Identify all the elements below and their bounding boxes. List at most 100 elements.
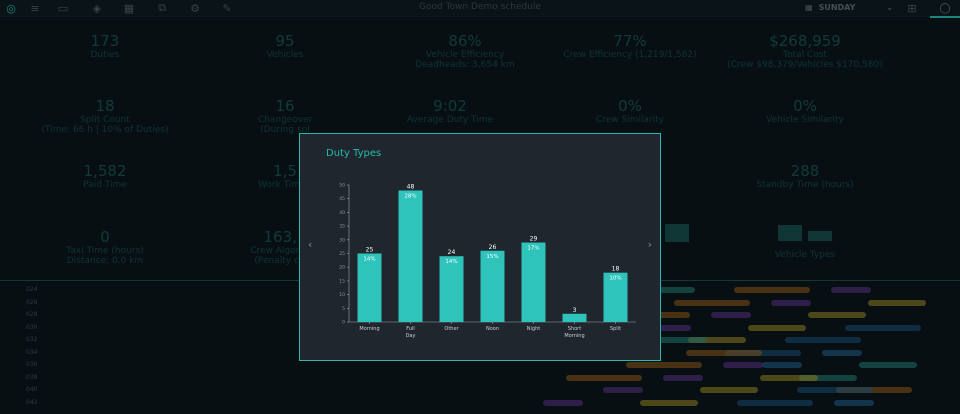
y-tick-label: 5 (342, 306, 345, 312)
gantt-bar[interactable] (868, 299, 926, 306)
gantt-bar[interactable] (637, 287, 695, 293)
gantt-bar[interactable] (822, 349, 862, 356)
gantt-bar[interactable] (566, 374, 642, 381)
kpi-vehicles: 95 Vehicles (266, 32, 304, 60)
edit-icon[interactable]: ✎ (222, 1, 232, 15)
gantt-bar[interactable] (737, 399, 813, 406)
y-tick-label: 30 (339, 237, 345, 243)
x-tick-label: Morning (564, 333, 584, 339)
kpi-crew-similarity: 0% Crew Similarity (595, 97, 665, 125)
kpi-crew-efficiency: 77% Crew Efficiency (1,219/1,582) (563, 32, 697, 60)
kpi-changeover: 16 Changeover (During spl (257, 97, 313, 135)
gantt-bar[interactable] (543, 399, 583, 406)
kpi-vehicle-types: Vehicle Types (774, 250, 836, 260)
gantt-bar[interactable] (686, 349, 762, 356)
previous-chart-button[interactable]: ‹ (308, 238, 313, 251)
menu-icon[interactable]: ≡ (30, 1, 40, 15)
calendar-icon[interactable]: ▦ (123, 1, 135, 15)
gantt-bar[interactable] (700, 387, 758, 393)
gantt-bar[interactable] (834, 399, 874, 406)
gantt-row-label: 036 (26, 361, 38, 368)
layers-icon[interactable]: ◈ (92, 1, 102, 15)
day-select[interactable]: ▦ SUNDAY ⌄ (805, 1, 893, 14)
bar-value-label: 18 (612, 266, 620, 273)
gantt-bar[interactable] (836, 387, 912, 393)
gantt-bar[interactable] (725, 349, 801, 356)
user-icon: ◯ (939, 2, 951, 14)
y-tick-label: 15 (339, 278, 345, 284)
kpi-taxi-time: 0 Taxi Time (hours) Distance: 0.0 km (66, 228, 144, 266)
x-tick-label: Full (406, 326, 415, 332)
y-tick-label: 25 (339, 251, 345, 257)
gantt-bar[interactable] (762, 362, 802, 368)
gantt-bar[interactable] (771, 299, 811, 306)
gantt-bar[interactable] (785, 337, 861, 343)
bar-percent-label: 14% (363, 257, 375, 263)
y-tick-label: 20 (339, 265, 345, 271)
gantt-bar[interactable] (845, 324, 921, 331)
x-tick-label: Morning (359, 326, 379, 332)
bar-value-label: 25 (366, 247, 374, 254)
x-tick-label: Night (527, 326, 540, 332)
user-avatar-button[interactable]: ◯ (930, 0, 960, 18)
bar (480, 250, 505, 322)
gantt-row-label: 024 (26, 286, 38, 293)
gantt-bar[interactable] (663, 374, 703, 381)
gantt-bar[interactable] (711, 312, 751, 318)
gantt-bar[interactable] (640, 399, 698, 406)
gantt-bar[interactable] (760, 374, 818, 381)
gantt-bar[interactable] (626, 362, 702, 368)
gantt-row-label: 040 (26, 386, 38, 393)
kpi-vehicle-similarity: 0% Vehicle Similarity (766, 97, 844, 125)
bar-percent-label: 14% (445, 259, 457, 265)
bar (603, 272, 628, 322)
gantt-bar[interactable] (651, 324, 691, 331)
kpi-split-count: 18 Split Count (Time: 66 h | 10% of Duties… (41, 97, 169, 135)
gantt-row-label: 034 (26, 348, 38, 356)
gantt-bar[interactable] (723, 362, 763, 368)
kpi-duties: 173 Duties (90, 32, 120, 60)
bar-value-label: 24 (448, 249, 456, 256)
bar-value-label: 26 (489, 244, 497, 251)
gantt-bar[interactable] (688, 337, 746, 343)
x-tick-label: Split (610, 326, 621, 332)
gantt-bar[interactable] (748, 324, 806, 331)
gantt-row-label: 026 (26, 298, 38, 306)
y-tick-label: 35 (339, 224, 345, 230)
schedule-title: Good Town Demo schedule (419, 2, 541, 12)
gantt-bar[interactable] (831, 287, 871, 293)
gantt-bar[interactable] (799, 374, 857, 381)
folder-icon[interactable]: ▭ (57, 1, 69, 15)
kpi-average-duty-time: 9:02 Average Duty Time (406, 97, 494, 125)
top-toolbar: ◎ ≡ ▭ ◈ ▦ ⧉ ⚙ ✎ Good Town Demo schedule … (0, 0, 960, 18)
gantt-bar[interactable] (603, 387, 643, 393)
next-chart-button[interactable]: › (647, 238, 652, 251)
gantt-bar[interactable] (808, 312, 866, 318)
chevron-down-icon: ⌄ (886, 3, 893, 12)
gantt-row-label: 038 (26, 373, 38, 381)
gantt-bar[interactable] (734, 287, 810, 293)
day-select-value: SUNDAY (818, 3, 856, 12)
export-icon[interactable]: ⊞ (907, 1, 917, 15)
bar (562, 313, 587, 322)
y-tick-label: 45 (339, 196, 345, 202)
bar-percent-label: 28% (404, 193, 416, 199)
gantt-row-label: 032 (26, 336, 38, 343)
bar-value-label: 29 (530, 236, 538, 243)
gantt-bar[interactable] (797, 387, 873, 393)
gantt-bar[interactable] (859, 362, 917, 368)
gantt-bar[interactable] (674, 299, 750, 306)
kpi-work-time: 1,5 Work Time ( (257, 162, 313, 190)
bar (398, 190, 423, 322)
bar-percent-label: 15% (486, 254, 498, 260)
logo-icon: ◎ (6, 1, 16, 15)
settings-icon[interactable]: ⚙ (190, 1, 200, 15)
compare-icon[interactable]: ⧉ (158, 1, 166, 14)
x-tick-label: Other (444, 326, 459, 332)
duty-types-modal: Duty Types ‹ › 0 5 10 15 20 25 30 35 40 45 50 25 14%… (299, 133, 661, 361)
bar-value-label: 48 (407, 183, 415, 190)
kpi-total-cost: $268,959 Total Cost (Crew $98,379/Vehicles… (727, 32, 883, 70)
x-tick-label: Short (568, 326, 581, 332)
gantt-bar[interactable] (649, 337, 707, 343)
x-tick-label: Day (406, 333, 416, 339)
